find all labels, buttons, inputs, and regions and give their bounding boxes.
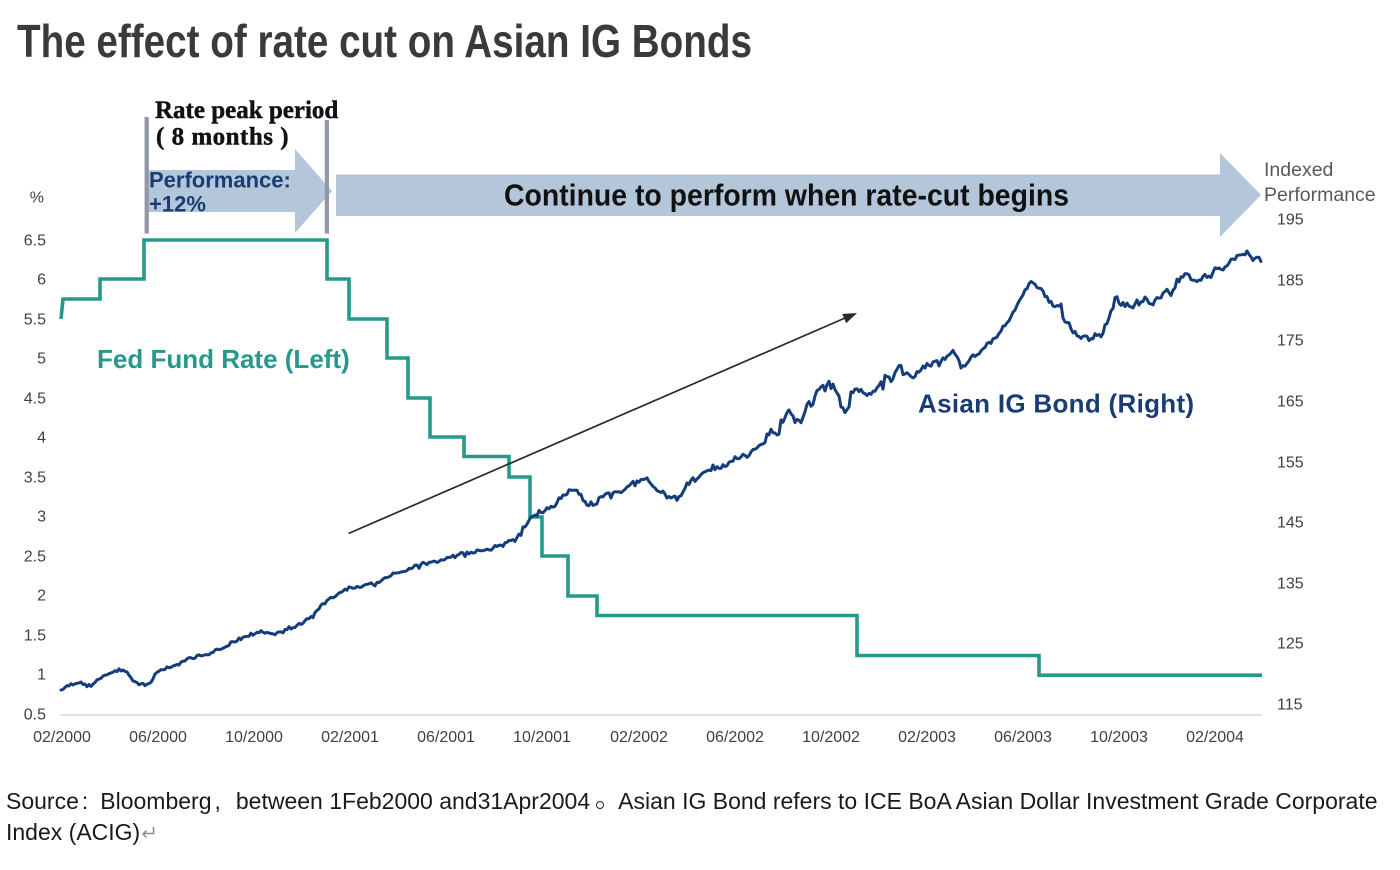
svg-text:0.5: 0.5 bbox=[24, 707, 46, 724]
svg-text:3: 3 bbox=[37, 509, 46, 526]
svg-text:02/2003: 02/2003 bbox=[898, 729, 956, 746]
svg-text:155: 155 bbox=[1277, 455, 1304, 472]
svg-text:02/2002: 02/2002 bbox=[610, 729, 668, 746]
svg-text:Indexed: Indexed bbox=[1264, 159, 1333, 181]
svg-text:10/2003: 10/2003 bbox=[1090, 729, 1148, 746]
svg-text:02/2001: 02/2001 bbox=[321, 729, 379, 746]
svg-text:1.5: 1.5 bbox=[24, 628, 46, 645]
svg-text:4.5: 4.5 bbox=[24, 391, 46, 408]
svg-text:Performance:: Performance: bbox=[149, 168, 291, 193]
svg-text:145: 145 bbox=[1277, 515, 1304, 532]
svg-text:135: 135 bbox=[1277, 576, 1304, 593]
svg-text:( 8 months ): ( 8 months ) bbox=[156, 124, 289, 151]
svg-text:5: 5 bbox=[37, 351, 46, 368]
svg-text:Fed Fund Rate (Left): Fed Fund Rate (Left) bbox=[97, 344, 350, 374]
svg-text:6.5: 6.5 bbox=[24, 233, 46, 250]
svg-text:10/2000: 10/2000 bbox=[225, 729, 283, 746]
svg-text:1: 1 bbox=[37, 667, 46, 684]
svg-text:195: 195 bbox=[1277, 212, 1304, 229]
svg-text:4: 4 bbox=[37, 430, 46, 447]
svg-text:02/2004: 02/2004 bbox=[1186, 729, 1244, 746]
svg-text:06/2002: 06/2002 bbox=[706, 729, 764, 746]
svg-text:115: 115 bbox=[1277, 697, 1303, 714]
svg-text:%: % bbox=[30, 190, 44, 207]
svg-text:6: 6 bbox=[37, 272, 46, 289]
svg-text:Asian IG Bond (Right): Asian IG Bond (Right) bbox=[918, 389, 1194, 419]
svg-text:06/2001: 06/2001 bbox=[417, 729, 475, 746]
svg-text:02/2000: 02/2000 bbox=[33, 729, 91, 746]
svg-text:185: 185 bbox=[1277, 273, 1304, 290]
svg-text:3.5: 3.5 bbox=[24, 470, 46, 487]
svg-text:Continue to perform when rate-: Continue to perform when rate-cut begins bbox=[504, 179, 1069, 213]
svg-text:5.5: 5.5 bbox=[24, 312, 46, 329]
svg-text:2: 2 bbox=[37, 588, 46, 605]
svg-text:2.5: 2.5 bbox=[24, 549, 46, 566]
svg-text:06/2003: 06/2003 bbox=[994, 729, 1052, 746]
svg-text:10/2002: 10/2002 bbox=[802, 729, 860, 746]
svg-text:+12%: +12% bbox=[149, 192, 206, 217]
svg-text:10/2001: 10/2001 bbox=[513, 729, 571, 746]
svg-text:06/2000: 06/2000 bbox=[129, 729, 187, 746]
svg-text:175: 175 bbox=[1277, 333, 1304, 350]
svg-text:Rate peak period: Rate peak period bbox=[155, 97, 338, 124]
svg-text:Performance: Performance bbox=[1264, 184, 1376, 206]
svg-text:165: 165 bbox=[1277, 394, 1304, 411]
svg-text:125: 125 bbox=[1277, 636, 1304, 653]
